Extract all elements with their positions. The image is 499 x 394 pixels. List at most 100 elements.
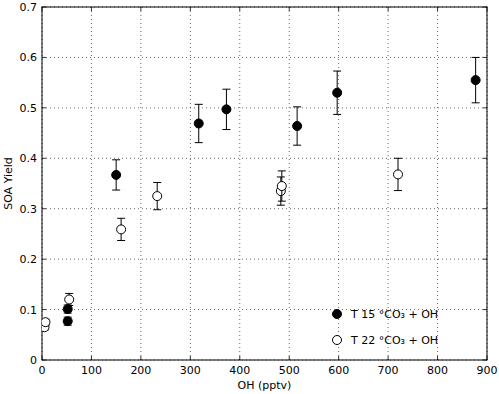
error-bar xyxy=(64,305,72,313)
grid-line xyxy=(289,7,290,360)
point xyxy=(65,295,74,304)
error-cap xyxy=(394,158,402,159)
error-cap xyxy=(153,209,161,210)
grid-line xyxy=(239,7,240,360)
tick-label: 700 xyxy=(378,364,399,377)
error-cap xyxy=(278,170,286,171)
point xyxy=(471,76,480,85)
tick-mark xyxy=(42,158,46,159)
tick-mark xyxy=(483,208,487,209)
legend-label: T 15 °CO₃ + OH xyxy=(350,308,438,321)
tick-label: 800 xyxy=(427,364,448,377)
tick-mark xyxy=(91,7,92,11)
tick-label: 200 xyxy=(130,364,151,377)
tick-mark xyxy=(483,57,487,58)
tick-mark xyxy=(388,7,389,11)
point xyxy=(222,105,231,114)
error-cap xyxy=(112,190,120,191)
error-cap xyxy=(117,218,125,219)
point xyxy=(63,317,72,326)
tick-label: 600 xyxy=(328,364,349,377)
error-cap xyxy=(472,57,480,58)
error-bar xyxy=(64,317,72,325)
point xyxy=(112,170,121,179)
tick-mark xyxy=(388,356,389,360)
error-cap xyxy=(195,104,203,105)
tick-label: 0.1 xyxy=(20,304,38,317)
tick-mark xyxy=(338,7,339,11)
error-bar xyxy=(65,293,73,305)
error-bar xyxy=(333,71,341,114)
tick-label: 900 xyxy=(477,364,498,377)
error-bar xyxy=(222,89,230,129)
point xyxy=(333,88,342,97)
tick-mark xyxy=(483,259,487,260)
error-cap xyxy=(65,293,73,294)
tick-mark xyxy=(42,57,46,58)
background xyxy=(0,0,499,394)
error-bar xyxy=(153,182,161,209)
grid xyxy=(42,7,487,360)
error-bar xyxy=(117,218,125,240)
error-cap xyxy=(293,145,301,146)
tick-mark xyxy=(289,356,290,360)
tick-mark xyxy=(338,356,339,360)
point xyxy=(42,318,50,327)
tick-label: 500 xyxy=(279,364,300,377)
tick-label: 0.4 xyxy=(20,152,38,165)
error-cap xyxy=(293,106,301,107)
plot-frame xyxy=(42,7,487,360)
grid-line xyxy=(42,208,487,209)
grid-line xyxy=(140,7,141,360)
y-axis-label: SOA Yield xyxy=(2,157,15,210)
error-cap xyxy=(472,102,480,103)
tick-label: 0.7 xyxy=(20,1,38,14)
error-cap xyxy=(222,89,230,90)
tick-mark xyxy=(42,107,46,108)
tick-mark xyxy=(190,7,191,11)
legend-label: T 22 °CO₃ + OH xyxy=(350,334,438,347)
tick-label: 0.3 xyxy=(20,203,38,216)
x-axis-label: OH (pptv) xyxy=(238,379,292,392)
tick-label: 0.5 xyxy=(20,102,38,115)
tick-label: 300 xyxy=(180,364,201,377)
tick-mark xyxy=(483,107,487,108)
data-layer xyxy=(42,57,480,331)
tick-mark xyxy=(239,356,240,360)
error-cap xyxy=(117,240,125,241)
tick-mark xyxy=(239,7,240,11)
point xyxy=(293,122,302,131)
grid-line xyxy=(338,7,339,360)
point xyxy=(394,170,403,179)
point xyxy=(153,192,162,201)
grid-line xyxy=(42,57,487,58)
chart: 010020030040050060070080090000.10.20.30.… xyxy=(0,0,499,394)
error-cap xyxy=(277,205,285,206)
legend-marker xyxy=(333,336,342,345)
tick-label: 0 xyxy=(30,354,37,367)
error-cap xyxy=(277,176,285,177)
error-bar xyxy=(278,171,286,201)
error-cap xyxy=(222,129,230,130)
tick-label: 0 xyxy=(39,364,46,377)
grid-line xyxy=(190,7,191,360)
tick-mark xyxy=(289,7,290,11)
grid-line xyxy=(91,7,92,360)
error-bar xyxy=(472,57,480,102)
error-bar xyxy=(293,107,301,145)
error-cap xyxy=(195,142,203,143)
error-bar xyxy=(394,158,402,190)
error-cap xyxy=(65,305,73,306)
error-cap xyxy=(394,190,402,191)
point xyxy=(117,225,126,234)
error-cap xyxy=(278,201,286,202)
tick-mark xyxy=(437,7,438,11)
series xyxy=(63,57,480,325)
tick-label: 100 xyxy=(81,364,102,377)
error-cap xyxy=(112,159,120,160)
tick-label: 0.2 xyxy=(20,253,38,266)
grid-line xyxy=(42,107,487,108)
tick-label: 0.6 xyxy=(20,51,38,64)
tick-mark xyxy=(190,356,191,360)
tick-mark xyxy=(42,259,46,260)
